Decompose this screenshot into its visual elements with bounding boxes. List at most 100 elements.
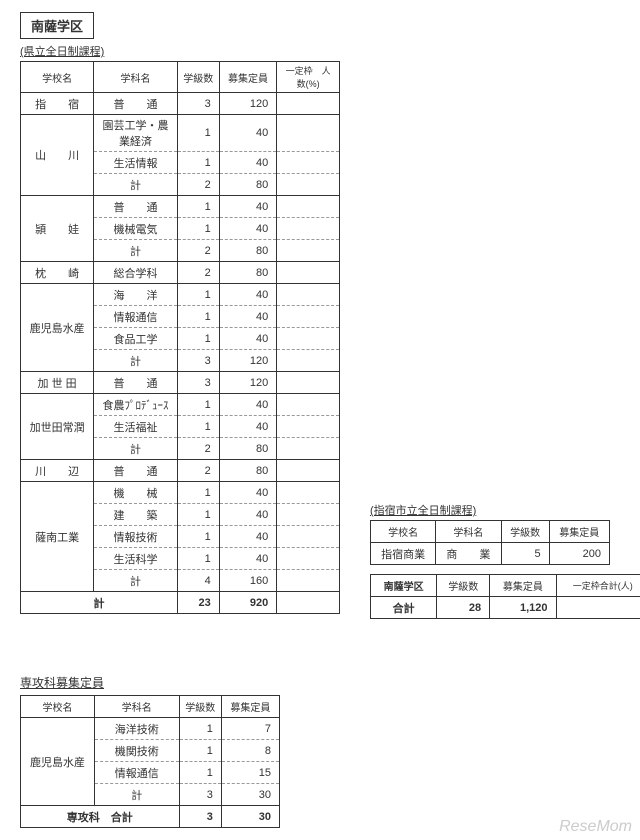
total-row: 計 23 920 bbox=[21, 592, 340, 614]
side-hdr-dept: 学科名 bbox=[436, 521, 501, 543]
classes-cell: 1 bbox=[177, 328, 219, 350]
side-table: 学校名 学科名 学級数 募集定員 指宿商業 商 業 5 200 bbox=[370, 520, 610, 565]
extra-cell bbox=[277, 306, 340, 328]
side-capacity: 200 bbox=[549, 543, 609, 565]
capacity-cell: 40 bbox=[219, 152, 277, 174]
table-row: 川 辺普 通280 bbox=[21, 460, 340, 482]
dept-cell: 食品工学 bbox=[94, 328, 178, 350]
extra-cell bbox=[277, 372, 340, 394]
side-hdr-school: 学校名 bbox=[371, 521, 436, 543]
extra-cell bbox=[277, 328, 340, 350]
capacity-cell: 40 bbox=[219, 196, 277, 218]
dept-cell: 普 通 bbox=[94, 93, 178, 115]
capacity-cell: 40 bbox=[219, 504, 277, 526]
dept-cell: 計 bbox=[94, 240, 178, 262]
capacity-cell: 7 bbox=[221, 718, 279, 740]
school-cell: 加 世 田 bbox=[21, 372, 94, 394]
classes-cell: 3 bbox=[179, 784, 221, 806]
classes-cell: 1 bbox=[177, 504, 219, 526]
classes-cell: 2 bbox=[177, 174, 219, 196]
classes-cell: 1 bbox=[177, 482, 219, 504]
sum-hdr-extra: 一定枠合計(人) bbox=[556, 575, 640, 597]
school-cell: 薩南工業 bbox=[21, 482, 94, 592]
sk-hdr-dept: 学科名 bbox=[95, 696, 180, 718]
dept-cell: 機 械 bbox=[94, 482, 178, 504]
extra-cell bbox=[277, 262, 340, 284]
extra-cell bbox=[277, 93, 340, 115]
total-extra bbox=[277, 592, 340, 614]
capacity-cell: 80 bbox=[219, 240, 277, 262]
classes-cell: 1 bbox=[177, 115, 219, 152]
sum-extra bbox=[556, 597, 640, 619]
dept-cell: 計 bbox=[95, 784, 180, 806]
classes-cell: 1 bbox=[177, 548, 219, 570]
sk-hdr-school: 学校名 bbox=[21, 696, 95, 718]
main-caption: (県立全日制課程) bbox=[20, 43, 620, 59]
extra-cell bbox=[277, 526, 340, 548]
dept-cell: 計 bbox=[94, 350, 178, 372]
side-dept: 商 業 bbox=[436, 543, 501, 565]
capacity-cell: 40 bbox=[219, 115, 277, 152]
table-row: 山 川園芸工学・農業経済140 bbox=[21, 115, 340, 152]
total-capacity: 30 bbox=[221, 806, 279, 828]
hdr-capacity: 募集定員 bbox=[219, 62, 277, 93]
dept-cell: 計 bbox=[94, 174, 178, 196]
sum-classes: 28 bbox=[437, 597, 490, 619]
extra-cell bbox=[277, 460, 340, 482]
capacity-cell: 8 bbox=[221, 740, 279, 762]
extra-cell bbox=[277, 240, 340, 262]
classes-cell: 1 bbox=[179, 740, 221, 762]
senkou-title: 専攻科募集定員 bbox=[20, 674, 620, 691]
extra-cell bbox=[277, 548, 340, 570]
classes-cell: 4 bbox=[177, 570, 219, 592]
extra-cell bbox=[277, 394, 340, 416]
table-row: 指 宿普 通3120 bbox=[21, 93, 340, 115]
dept-cell: 園芸工学・農業経済 bbox=[94, 115, 178, 152]
school-cell: 鹿児島水産 bbox=[21, 284, 94, 372]
dept-cell: 海 洋 bbox=[94, 284, 178, 306]
sum-row: 合計 28 1,120 bbox=[371, 597, 640, 619]
capacity-cell: 80 bbox=[219, 174, 277, 196]
capacity-cell: 40 bbox=[219, 416, 277, 438]
extra-cell bbox=[277, 504, 340, 526]
dept-cell: 生活情報 bbox=[94, 152, 178, 174]
dept-cell: 情報技術 bbox=[94, 526, 178, 548]
table-row: 加 世 田普 通3120 bbox=[21, 372, 340, 394]
total-capacity: 920 bbox=[219, 592, 277, 614]
capacity-cell: 40 bbox=[219, 548, 277, 570]
dept-cell: 海洋技術 bbox=[95, 718, 180, 740]
capacity-cell: 120 bbox=[219, 350, 277, 372]
sum-capacity: 1,120 bbox=[490, 597, 556, 619]
dept-cell: 普 通 bbox=[94, 196, 178, 218]
dept-cell: 生活科学 bbox=[94, 548, 178, 570]
table-row: 枕 崎総合学科280 bbox=[21, 262, 340, 284]
capacity-cell: 120 bbox=[219, 372, 277, 394]
total-row: 専攻科 合計 3 30 bbox=[21, 806, 280, 828]
table-row: 加世田常潤食農ﾌﾟﾛﾃﾞｭｰｽ140 bbox=[21, 394, 340, 416]
school-cell: 川 辺 bbox=[21, 460, 94, 482]
classes-cell: 2 bbox=[177, 438, 219, 460]
classes-cell: 3 bbox=[177, 350, 219, 372]
school-cell: 鹿児島水産 bbox=[21, 718, 95, 806]
extra-cell bbox=[277, 416, 340, 438]
classes-cell: 1 bbox=[177, 218, 219, 240]
capacity-cell: 40 bbox=[219, 306, 277, 328]
total-classes: 3 bbox=[179, 806, 221, 828]
hdr-dept: 学科名 bbox=[94, 62, 178, 93]
extra-cell bbox=[277, 438, 340, 460]
school-cell: 指 宿 bbox=[21, 93, 94, 115]
dept-cell: 情報通信 bbox=[94, 306, 178, 328]
total-label: 専攻科 合計 bbox=[21, 806, 180, 828]
classes-cell: 1 bbox=[177, 284, 219, 306]
main-table: 学校名 学科名 学級数 募集定員 一定枠 人数(%) 指 宿普 通3120山 川… bbox=[20, 61, 340, 614]
school-cell: 加世田常潤 bbox=[21, 394, 94, 460]
dept-cell: 計 bbox=[94, 570, 178, 592]
dept-cell: 建 築 bbox=[94, 504, 178, 526]
hdr-extra: 一定枠 人数(%) bbox=[277, 62, 340, 93]
hdr-classes: 学級数 bbox=[177, 62, 219, 93]
classes-cell: 2 bbox=[177, 460, 219, 482]
side-hdr-classes: 学級数 bbox=[501, 521, 549, 543]
classes-cell: 1 bbox=[177, 196, 219, 218]
summary-table: 南薩学区 学級数 募集定員 一定枠合計(人) 合計 28 1,120 bbox=[370, 574, 640, 619]
capacity-cell: 80 bbox=[219, 460, 277, 482]
